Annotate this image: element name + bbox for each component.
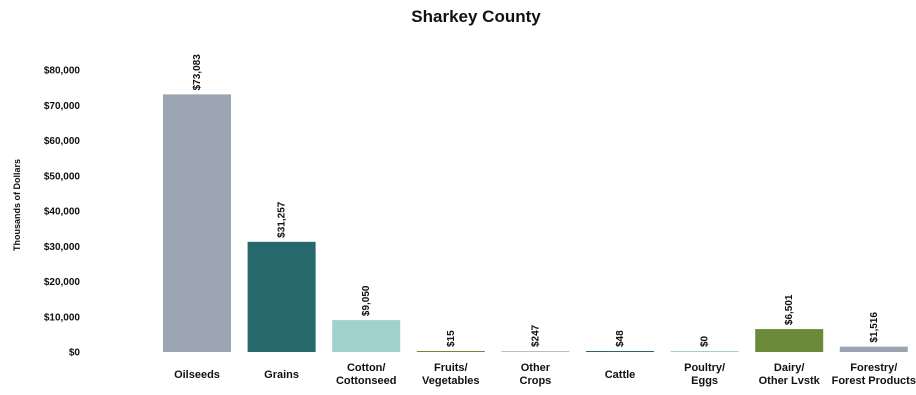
bar [163,94,231,353]
data-label: $247 [530,324,541,347]
bar [755,329,824,352]
x-tick-label: Poultry/ [684,362,725,374]
bar [247,241,316,352]
bar [839,346,908,352]
chart-title: Sharkey County [411,7,541,26]
data-label: $73,083 [192,54,203,91]
x-tick-label: Cattle [605,369,636,381]
data-labels: $73,083 $31,257 $9,050 $15 $247 $48 $0 $6,501 $1… [192,54,880,347]
bars [163,94,908,353]
bar [416,351,485,352]
y-axis-label: Thousands of Dollars [12,159,22,251]
x-axis-labels: Oilseeds Grains Cotton/Cottonseed Fruits/Ve… [174,362,916,387]
x-tick-label: Forest Products [832,375,916,387]
y-tick-label: $10,000 [44,312,81,323]
y-tick-label: $80,000 [44,66,81,77]
data-label: $6,501 [784,294,795,325]
data-label: $48 [615,330,626,347]
data-label: $31,257 [277,201,288,238]
x-tick-label: Cottonseed [336,375,397,387]
x-tick-label: Eggs [691,375,718,387]
x-tick-label: Oilseeds [174,369,220,381]
y-tick-label: $20,000 [44,277,81,288]
x-tick-label: Crops [520,375,552,387]
x-tick-label: Forestry/ [850,362,897,374]
bar [670,351,739,352]
y-tick-label: $50,000 [44,171,81,182]
data-label: $1,516 [869,312,880,343]
bar [332,320,401,352]
data-label: $0 [700,335,711,347]
bar [586,351,654,352]
y-axis-ticks: $0 $10,000 $20,000 $30,000 $40,000 $50,000 $60… [44,66,81,359]
x-tick-label: Cotton/ [347,362,385,374]
x-tick-label: Other [521,362,551,374]
x-tick-label: Dairy/ [774,362,805,374]
bar [501,351,570,352]
y-tick-label: $60,000 [44,136,81,147]
y-tick-label: $30,000 [44,242,81,253]
data-label: $15 [446,330,457,347]
y-tick-label: $40,000 [44,207,81,218]
x-tick-label: Vegetables [422,375,479,387]
y-tick-label: $70,000 [44,101,81,112]
data-label: $9,050 [361,285,372,316]
x-tick-label: Other Lvstk [759,375,821,387]
x-tick-label: Fruits/ [434,362,468,374]
y-tick-label: $0 [69,348,81,359]
x-tick-label: Grains [264,369,299,381]
